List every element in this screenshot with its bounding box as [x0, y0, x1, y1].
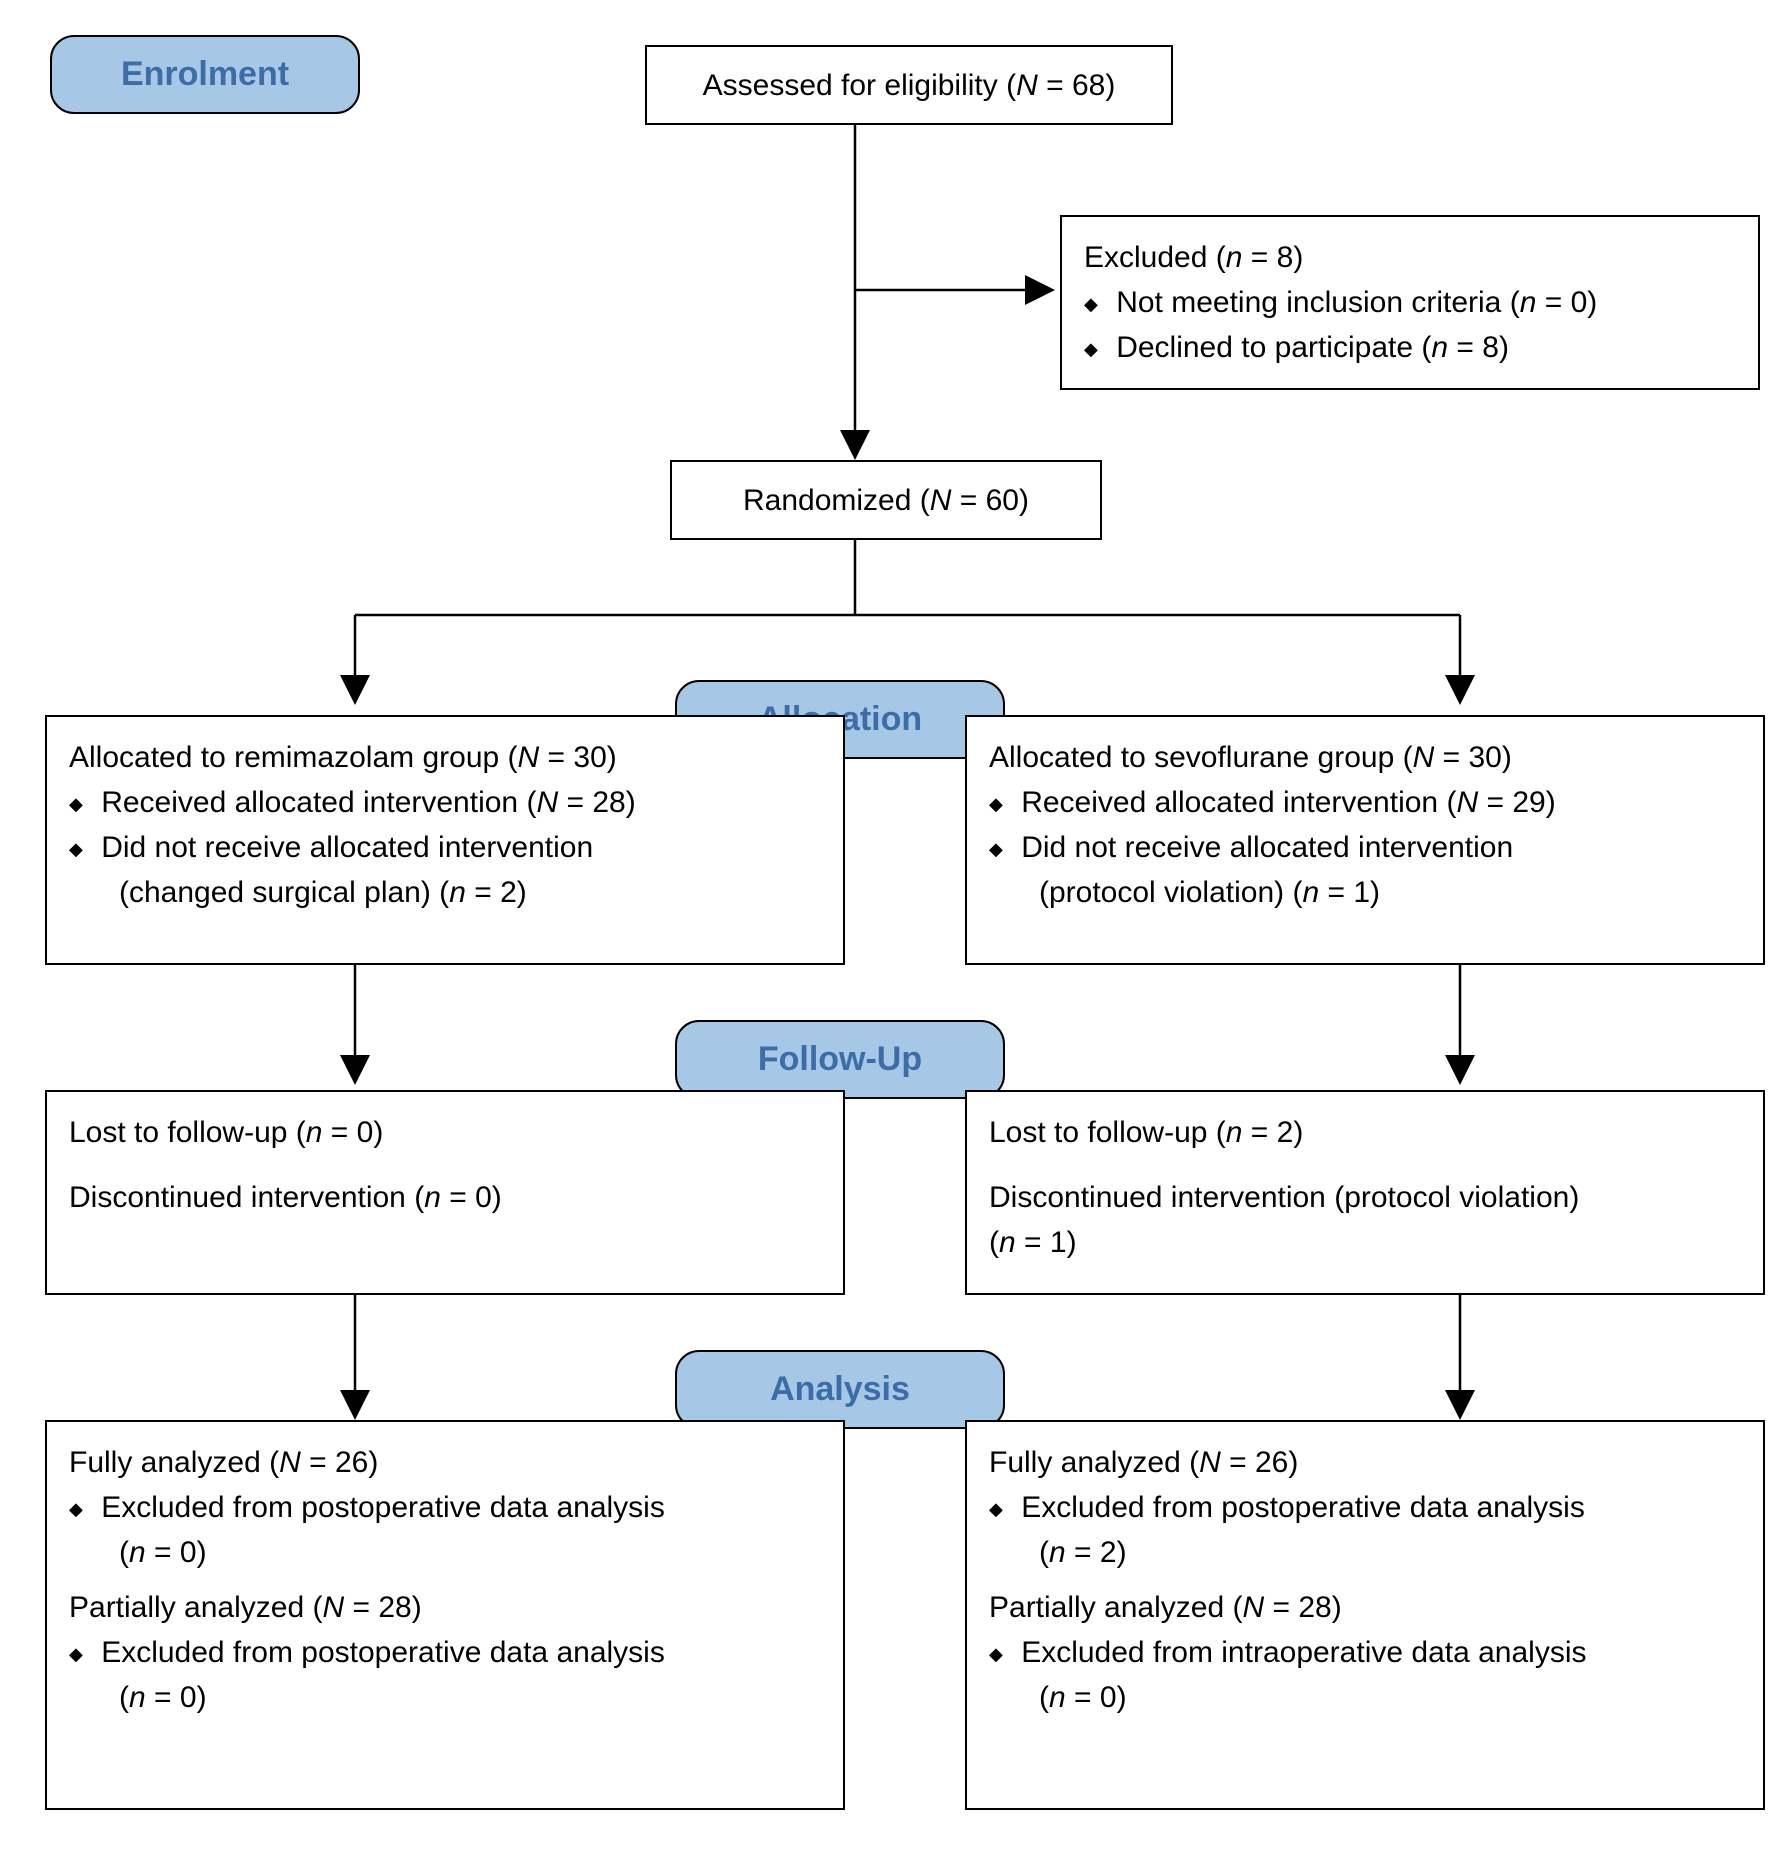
fu-left-disc: Discontinued intervention (n = 0) — [69, 1175, 821, 1220]
consort-diagram: Enrolment Allocation Follow-Up Analysis … — [20, 20, 1775, 1836]
phase-text: Enrolment — [121, 55, 289, 93]
analysis-right-box: Fully analyzed (N = 26) Excluded from po… — [965, 1420, 1765, 1810]
an-left-fully-item-l1: Excluded from postoperative data analysi… — [69, 1485, 821, 1530]
alloc-right-item-2-line1: Did not receive allocated intervention — [989, 825, 1741, 870]
allocation-right-box: Allocated to sevoflurane group (N = 30) … — [965, 715, 1765, 965]
an-right-part-item-l2: (n = 0) — [1039, 1675, 1741, 1720]
alloc-right-item-2-line2: (protocol violation) (n = 1) — [1039, 870, 1741, 915]
an-left-part-item-l2: (n = 0) — [119, 1675, 821, 1720]
an-left-fully: Fully analyzed (N = 26) — [69, 1440, 821, 1485]
an-right-fully-item-l2: (n = 2) — [1039, 1530, 1741, 1575]
followup-right-box: Lost to follow-up (n = 2) Discontinued i… — [965, 1090, 1765, 1295]
phase-label-followup: Follow-Up — [675, 1020, 1005, 1099]
an-right-fully: Fully analyzed (N = 26) — [989, 1440, 1741, 1485]
fu-right-disc-line2: (n = 1) — [989, 1220, 1741, 1265]
phase-label-enrolment: Enrolment — [50, 35, 360, 114]
randomized-box: Randomized (N = 60) — [670, 460, 1102, 540]
excluded-item-1: Not meeting inclusion criteria (n = 0) — [1084, 280, 1736, 325]
excluded-title: Excluded (n = 8) — [1084, 235, 1736, 280]
phase-label-analysis: Analysis — [675, 1350, 1005, 1429]
allocation-left-box: Allocated to remimazolam group (N = 30) … — [45, 715, 845, 965]
an-left-part-item-l1: Excluded from postoperative data analysi… — [69, 1630, 821, 1675]
randomized-text: Randomized (N = 60) — [743, 478, 1029, 523]
an-left-fully-item-l2: (n = 0) — [119, 1530, 821, 1575]
an-right-fully-item-l1: Excluded from postoperative data analysi… — [989, 1485, 1741, 1530]
alloc-left-title: Allocated to remimazolam group (N = 30) — [69, 735, 821, 780]
an-left-part: Partially analyzed (N = 28) — [69, 1585, 821, 1630]
alloc-left-item-2-line2: (changed surgical plan) (n = 2) — [119, 870, 821, 915]
alloc-right-title: Allocated to sevoflurane group (N = 30) — [989, 735, 1741, 780]
excluded-box: Excluded (n = 8) Not meeting inclusion c… — [1060, 215, 1760, 390]
alloc-left-item-2-line1: Did not receive allocated intervention — [69, 825, 821, 870]
analysis-left-box: Fully analyzed (N = 26) Excluded from po… — [45, 1420, 845, 1810]
followup-left-box: Lost to follow-up (n = 0) Discontinued i… — [45, 1090, 845, 1295]
alloc-left-item-1: Received allocated intervention (N = 28) — [69, 780, 821, 825]
an-right-part-item-l1: Excluded from intraoperative data analys… — [989, 1630, 1741, 1675]
fu-right-disc-line1: Discontinued intervention (protocol viol… — [989, 1175, 1741, 1220]
assessed-box: Assessed for eligibility (N = 68) — [645, 45, 1173, 125]
phase-text: Follow-Up — [758, 1040, 922, 1078]
alloc-right-item-1: Received allocated intervention (N = 29) — [989, 780, 1741, 825]
an-right-part: Partially analyzed (N = 28) — [989, 1585, 1741, 1630]
excluded-item-2: Declined to participate (n = 8) — [1084, 325, 1736, 370]
fu-left-lost: Lost to follow-up (n = 0) — [69, 1110, 821, 1155]
fu-right-lost: Lost to follow-up (n = 2) — [989, 1110, 1741, 1155]
assessed-text: Assessed for eligibility (N = 68) — [703, 63, 1116, 108]
phase-text: Analysis — [770, 1370, 910, 1408]
